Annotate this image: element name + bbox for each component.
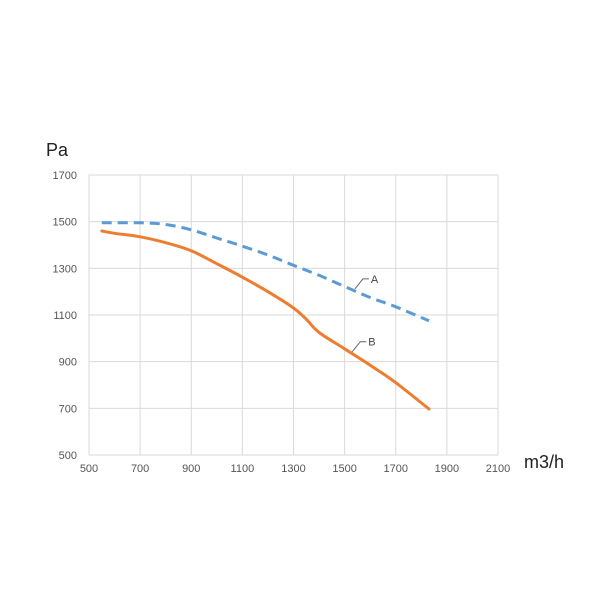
series-line-a	[101, 221, 430, 323]
y-tick-label: 1500	[53, 217, 77, 229]
series-label-leader	[354, 278, 369, 290]
series-line-b	[100, 229, 431, 411]
y-tick-label: 1700	[53, 170, 77, 182]
x-tick-label: 1700	[384, 463, 408, 475]
series-label-b: B	[368, 337, 375, 349]
x-tick-label: 1900	[435, 463, 459, 475]
y-tick-label: 500	[59, 450, 77, 462]
x-tick-label: 1100	[231, 463, 255, 475]
x-tick-label: 700	[131, 463, 149, 475]
x-tick-label: 1300	[281, 463, 305, 475]
series-label-leader	[351, 341, 367, 353]
series-lines	[100, 221, 431, 411]
y-tick-label: 700	[59, 403, 77, 415]
y-axis-ticks: 500 700 900 1100 1300 1500 1700	[53, 170, 77, 462]
grid	[88, 174, 499, 456]
x-axis-title: m3/h	[524, 452, 564, 472]
y-axis-title: Pa	[46, 140, 69, 160]
x-axis-ticks: 500 700 900 1100 1300 1500 1700 1900 2100	[80, 463, 510, 475]
y-tick-label: 1300	[53, 263, 77, 275]
y-tick-label: 900	[59, 357, 77, 369]
series-labels: AB	[351, 274, 379, 353]
x-tick-label: 900	[182, 463, 200, 475]
y-tick-label: 1100	[53, 310, 77, 322]
x-tick-label: 500	[80, 463, 98, 475]
series-label-a: A	[371, 274, 379, 286]
x-tick-label: 1500	[332, 463, 356, 475]
x-tick-label: 2100	[486, 463, 510, 475]
